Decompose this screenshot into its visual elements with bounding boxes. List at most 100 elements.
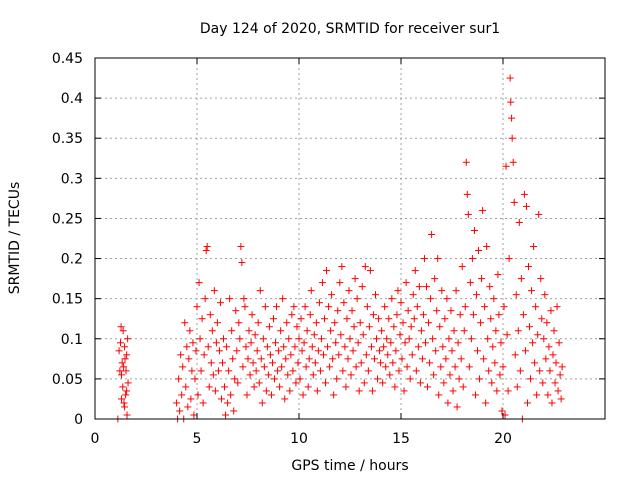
- data-point: [504, 387, 512, 395]
- data-point: [238, 259, 246, 267]
- data-point: [549, 351, 557, 359]
- data-point: [293, 323, 301, 331]
- data-point: [184, 403, 192, 411]
- y-tick-label: 0.2: [61, 252, 83, 268]
- data-point: [232, 307, 240, 315]
- data-point: [176, 407, 184, 415]
- data-point: [370, 355, 378, 363]
- data-point: [531, 359, 539, 367]
- data-point: [453, 403, 461, 411]
- data-point: [517, 275, 525, 283]
- plot-frame: [94, 57, 606, 420]
- data-point: [337, 331, 345, 339]
- data-point: [470, 226, 478, 234]
- x-tick-label: 15: [392, 431, 410, 447]
- data-point: [460, 327, 468, 335]
- data-point: [509, 158, 517, 166]
- y-tick-label: 0.25: [52, 211, 83, 227]
- data-point: [302, 363, 310, 371]
- data-point: [358, 283, 366, 291]
- data-point: [297, 315, 305, 323]
- data-point: [324, 343, 332, 351]
- data-point: [448, 347, 456, 355]
- data-point: [122, 391, 130, 399]
- data-point: [315, 299, 323, 307]
- data-point: [485, 367, 493, 375]
- data-point: [440, 379, 448, 387]
- data-point: [229, 355, 237, 363]
- data-point: [121, 403, 129, 411]
- data-point: [496, 371, 504, 379]
- data-point: [272, 339, 280, 347]
- data-point: [221, 383, 229, 391]
- data-point: [286, 387, 294, 395]
- data-point: [256, 287, 264, 295]
- data-point: [441, 315, 449, 323]
- data-point: [482, 399, 490, 407]
- data-point: [173, 399, 181, 407]
- data-point: [476, 375, 484, 383]
- data-point: [416, 379, 424, 387]
- data-point: [239, 363, 247, 371]
- data-point: [402, 279, 410, 287]
- data-point: [294, 359, 302, 367]
- data-point: [430, 371, 438, 379]
- data-point: [469, 311, 477, 319]
- data-point: [463, 190, 471, 198]
- data-point: [257, 355, 265, 363]
- data-point: [271, 375, 279, 383]
- data-point: [214, 367, 222, 375]
- data-point: [436, 323, 444, 331]
- data-point: [507, 98, 515, 106]
- data-point: [540, 335, 548, 343]
- data-point: [367, 343, 375, 351]
- data-point: [503, 331, 511, 339]
- data-point: [525, 263, 532, 271]
- data-point: [203, 243, 211, 251]
- data-point: [403, 363, 411, 371]
- data-point: [205, 383, 213, 391]
- data-point: [426, 359, 434, 367]
- data-point: [512, 291, 520, 299]
- data-point: [529, 339, 537, 347]
- data-point: [307, 287, 315, 295]
- data-point: [234, 379, 242, 387]
- data-point: [380, 343, 388, 351]
- data-point: [284, 371, 292, 379]
- data-point: [177, 351, 185, 359]
- data-point: [289, 367, 297, 375]
- data-point: [342, 383, 350, 391]
- data-point: [502, 162, 510, 170]
- data-point: [513, 383, 521, 391]
- data-point: [336, 279, 344, 287]
- data-point: [491, 359, 499, 367]
- data-point: [356, 319, 364, 327]
- data-point: [353, 295, 361, 303]
- data-point: [546, 367, 554, 375]
- data-point: [295, 335, 303, 343]
- data-point: [231, 375, 239, 383]
- data-point: [382, 363, 390, 371]
- data-point: [341, 343, 349, 351]
- data-point: [493, 387, 501, 395]
- data-point: [439, 343, 447, 351]
- data-point: [421, 339, 429, 347]
- data-point: [449, 387, 457, 395]
- data-point: [471, 391, 479, 399]
- data-point: [468, 255, 476, 263]
- data-point: [357, 359, 365, 367]
- data-point: [306, 311, 314, 319]
- data-point: [434, 255, 442, 263]
- data-point: [484, 335, 492, 343]
- data-point: [211, 387, 219, 395]
- data-point: [199, 399, 207, 407]
- chart-title: Day 124 of 2020, SRMTID for receiver sur…: [200, 21, 500, 37]
- data-point: [208, 327, 216, 335]
- data-point: [377, 359, 385, 367]
- data-point: [117, 323, 125, 331]
- data-point: [390, 323, 398, 331]
- data-point: [495, 311, 503, 319]
- data-point: [318, 279, 326, 287]
- data-point: [425, 319, 433, 327]
- data-point: [396, 331, 404, 339]
